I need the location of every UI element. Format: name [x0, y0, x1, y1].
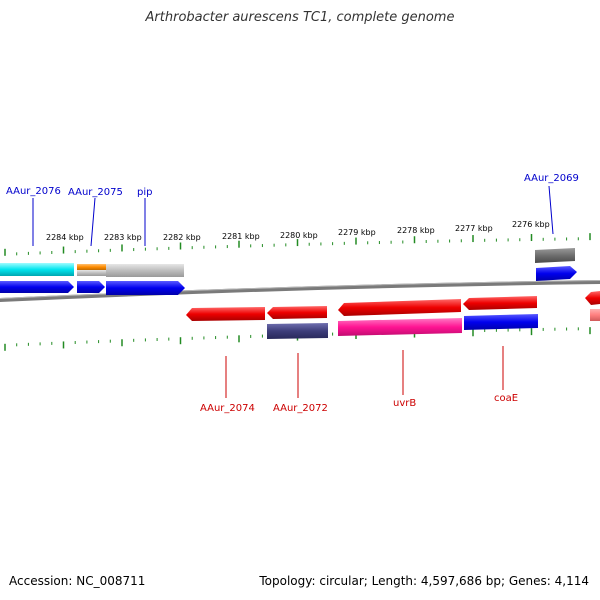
scale-label: 2280 kbp — [280, 231, 318, 240]
gene-feature-navy — [267, 323, 328, 339]
scale-labels: 2284 kbp 2283 kbp 2282 kbp 2281 kbp 2280… — [46, 220, 550, 242]
gene-label: pip — [137, 187, 152, 198]
gene-label: AAur_2072 — [273, 403, 328, 414]
tick-row-top — [4, 233, 591, 256]
gene-feature-light-red — [590, 309, 600, 321]
accession-text: Accession: NC_008711 — [9, 574, 146, 588]
gene-arrow-left — [463, 296, 537, 310]
bottom-label-connectors — [225, 346, 504, 398]
gene-labels-top: AAur_2076 AAur_2075 pip AAur_2069 — [6, 173, 579, 198]
gene-arrow-left — [338, 299, 461, 316]
top-label-connectors — [32, 185, 554, 247]
lower-strand-features — [186, 291, 600, 339]
gene-feature-gray — [106, 264, 184, 277]
genome-title: Arthrobacter aurescens TC1, complete gen… — [145, 10, 455, 25]
cds-arrow-right — [77, 281, 105, 293]
cds-arrow-right — [0, 281, 74, 293]
scale-label: 2281 kbp — [222, 232, 260, 241]
gene-feature-cyan — [0, 263, 74, 276]
scale-label: 2283 kbp — [104, 233, 142, 242]
gene-label: coaE — [494, 393, 518, 404]
gene-arrow-left — [186, 307, 265, 321]
upper-strand-cds — [0, 266, 577, 295]
gene-arrow-left — [585, 291, 600, 305]
gene-label: AAur_2075 — [68, 187, 123, 198]
topology-text: Topology: circular; Length: 4,597,686 bp… — [259, 574, 589, 588]
gene-arrow-left — [267, 306, 327, 319]
scale-label: 2276 kbp — [512, 220, 550, 229]
upper-strand-features — [0, 248, 600, 321]
scale-label: 2278 kbp — [397, 226, 435, 235]
gene-labels-bottom: AAur_2074 AAur_2072 uvrB coaE — [200, 393, 518, 414]
gene-label: AAur_2074 — [200, 403, 255, 414]
genome-backbone — [0, 280, 600, 302]
scale-label: 2282 kbp — [163, 233, 201, 242]
gene-label: AAur_2076 — [6, 186, 61, 197]
gene-feature-dark-gray — [535, 248, 575, 263]
cds-arrow-right — [536, 266, 577, 281]
gene-feature-pink — [338, 318, 462, 336]
scale-label: 2284 kbp — [46, 233, 84, 242]
scale-label: 2277 kbp — [455, 224, 493, 233]
gene-feature-gray — [77, 270, 106, 276]
scale-label: 2279 kbp — [338, 228, 376, 237]
gene-feature-blue — [464, 314, 538, 330]
gene-label: AAur_2069 — [524, 173, 579, 184]
cds-arrow-right — [106, 281, 185, 295]
gene-feature-orange — [77, 264, 106, 270]
gene-label: uvrB — [393, 398, 416, 409]
